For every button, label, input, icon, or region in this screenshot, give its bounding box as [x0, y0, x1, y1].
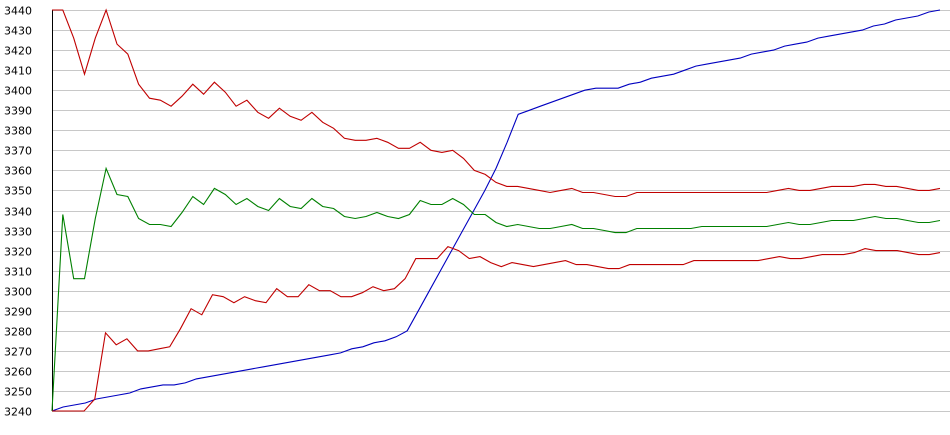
y-tick-label: 3420: [4, 45, 32, 58]
y-tick-label: 3400: [4, 85, 32, 98]
series-line-3: [51, 166, 941, 412]
y-tick-label: 3240: [4, 406, 32, 419]
y-tick-label: 3300: [4, 286, 32, 299]
y-tick-label: 3360: [4, 165, 32, 178]
y-tick-label: 3260: [4, 366, 32, 379]
y-tick-label: 3270: [4, 346, 32, 359]
y-tick-label: 3380: [4, 125, 32, 138]
series-lines: [51, 8, 941, 412]
y-tick-label: 3280: [4, 326, 32, 339]
series-line-4: [52, 245, 941, 412]
y-tick-label: 3250: [4, 386, 32, 399]
y-tick-labels: 3440 3430 3420 3410 3400 3390 3380 3370 3360 3350…: [4, 5, 32, 419]
y-tick-label: 3350: [4, 185, 32, 198]
y-tick-label: 3440: [4, 5, 32, 18]
y-tick-label: 3390: [4, 105, 32, 118]
grid-lines: [52, 10, 950, 412]
y-tick-label: 3310: [4, 266, 32, 279]
y-tick-label: 3370: [4, 145, 32, 158]
y-tick-label: 3320: [4, 246, 32, 259]
y-tick-label: 3410: [4, 65, 32, 78]
series-line-2: [52, 8, 941, 198]
y-tick-label: 3290: [4, 306, 32, 319]
series-line-1: [51, 9, 941, 412]
y-tick-label: 3330: [4, 226, 32, 239]
y-tick-label: 3340: [4, 206, 32, 219]
y-tick-label: 3430: [4, 25, 32, 38]
